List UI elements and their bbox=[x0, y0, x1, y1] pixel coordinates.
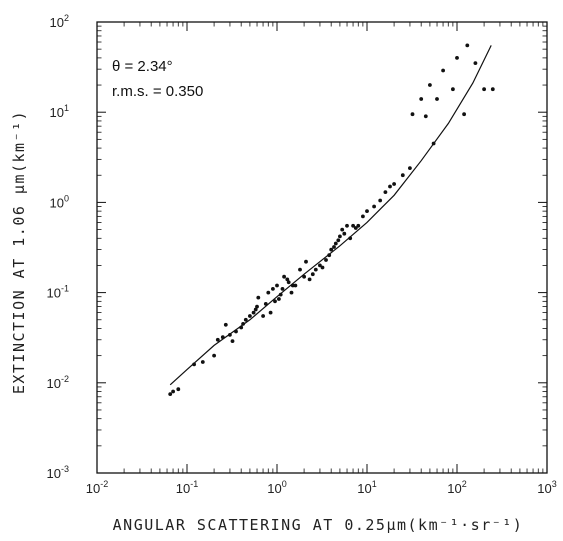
data-point bbox=[273, 299, 277, 304]
data-point bbox=[345, 223, 349, 228]
data-point bbox=[383, 190, 388, 195]
data-point bbox=[310, 272, 315, 277]
fit-line bbox=[169, 45, 492, 386]
data-point bbox=[251, 310, 256, 315]
data-point bbox=[428, 83, 432, 87]
data-point bbox=[336, 238, 341, 243]
y-tick-label: 100 bbox=[50, 193, 69, 210]
data-point bbox=[313, 267, 318, 272]
data-point bbox=[324, 258, 328, 262]
y-tick-label: 10-2 bbox=[47, 374, 69, 391]
data-point bbox=[176, 387, 181, 392]
data-point bbox=[361, 214, 365, 219]
x-tick-label: 101 bbox=[357, 479, 376, 496]
data-point bbox=[171, 389, 176, 394]
x-axis-title: ANGULAR SCATTERING AT 0.25µm(km⁻¹·sr⁻¹) bbox=[113, 516, 524, 534]
data-point bbox=[332, 245, 336, 249]
x-tick-label: 102 bbox=[447, 479, 466, 496]
data-point bbox=[333, 241, 338, 246]
data-point bbox=[277, 297, 281, 301]
data-point bbox=[365, 209, 369, 214]
data-point bbox=[261, 314, 265, 318]
x-tick-label: 100 bbox=[267, 479, 286, 496]
data-point bbox=[351, 223, 355, 228]
data-point bbox=[482, 87, 486, 92]
data-point bbox=[451, 87, 455, 92]
data-point bbox=[293, 283, 298, 288]
y-tick-labels: 10-3 10-2 10-1 100 101 102 bbox=[47, 13, 69, 481]
data-point bbox=[388, 184, 392, 189]
data-point bbox=[465, 43, 470, 48]
data-point bbox=[255, 304, 259, 309]
data-point bbox=[378, 198, 383, 203]
data-point bbox=[410, 112, 415, 117]
y-axis-title: EXTINCTION AT 1.06 µm(km⁻¹) bbox=[10, 110, 28, 394]
data-point bbox=[340, 227, 345, 232]
plot-axes bbox=[96, 21, 548, 474]
data-point bbox=[304, 259, 308, 264]
data-point bbox=[490, 87, 495, 92]
x-tick-label: 10-1 bbox=[176, 479, 198, 496]
data-point bbox=[266, 290, 271, 295]
data-point bbox=[282, 274, 286, 279]
data-point bbox=[400, 173, 405, 178]
data-point bbox=[289, 290, 294, 295]
data-point bbox=[372, 204, 376, 209]
data-point bbox=[285, 277, 290, 282]
data-point bbox=[200, 360, 205, 364]
data-point bbox=[307, 277, 312, 282]
data-point bbox=[423, 114, 428, 119]
data-point bbox=[271, 287, 275, 291]
rms-annotation: r.m.s. = 0.350 bbox=[112, 83, 203, 100]
data-point bbox=[256, 295, 261, 300]
data-point bbox=[473, 61, 478, 65]
data-point bbox=[248, 314, 252, 318]
tick-marks bbox=[96, 21, 548, 474]
data-point bbox=[353, 226, 358, 230]
x-tick-label: 103 bbox=[537, 479, 556, 496]
data-point bbox=[329, 247, 334, 252]
data-point bbox=[320, 265, 325, 270]
data-point bbox=[223, 322, 228, 327]
data-point bbox=[318, 263, 322, 268]
data-point bbox=[392, 182, 396, 186]
data-marks bbox=[168, 43, 495, 396]
data-point bbox=[356, 223, 361, 228]
y-tick-label: 102 bbox=[50, 13, 69, 30]
y-tick-label: 101 bbox=[50, 103, 69, 120]
data-point bbox=[286, 280, 291, 285]
data-point bbox=[230, 339, 235, 343]
y-tick-label: 10-3 bbox=[47, 464, 69, 481]
data-point bbox=[212, 353, 217, 358]
data-point bbox=[462, 112, 466, 117]
data-point bbox=[455, 56, 459, 60]
data-point bbox=[338, 234, 342, 239]
data-point bbox=[435, 97, 439, 101]
theta-annotation: θ = 2.34° bbox=[112, 58, 173, 75]
data-point bbox=[280, 287, 285, 291]
plot-frame bbox=[96, 21, 548, 474]
data-point bbox=[243, 317, 248, 322]
data-point bbox=[275, 283, 279, 288]
data-point bbox=[441, 68, 445, 73]
data-point bbox=[168, 392, 173, 396]
data-point bbox=[253, 307, 258, 312]
data-point bbox=[298, 267, 302, 272]
data-point bbox=[408, 166, 412, 171]
data-point bbox=[342, 231, 347, 236]
x-tick-labels: 10-2 10-1 100 101 102 103 bbox=[86, 479, 557, 496]
x-tick-label: 10-2 bbox=[86, 479, 108, 496]
data-point bbox=[419, 97, 424, 101]
y-tick-label: 10-1 bbox=[47, 284, 69, 301]
data-point bbox=[215, 337, 220, 342]
data-point bbox=[268, 310, 273, 315]
